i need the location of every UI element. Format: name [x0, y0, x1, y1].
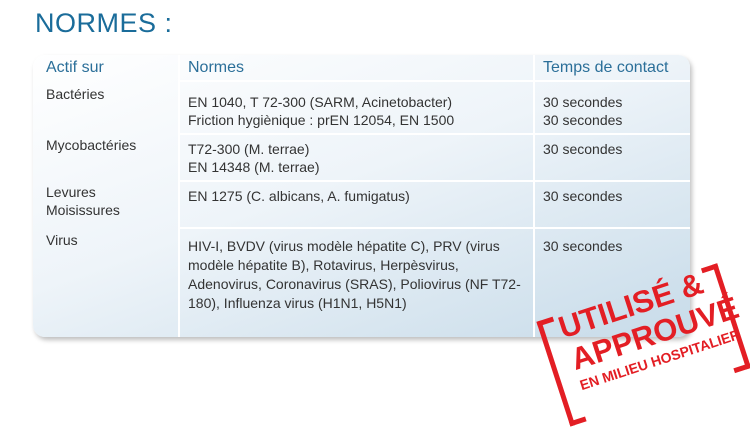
norme-line: EN 14348 (M. terrae) — [188, 159, 320, 175]
actif-cell: Levures Moisissures — [46, 184, 120, 218]
header-normes: Normes — [188, 59, 245, 76]
actif-cell: Bactéries — [46, 86, 105, 102]
norme-line: T72-300 (M. terrae) — [188, 141, 310, 157]
temps-line: 30 secondes — [543, 112, 623, 128]
row-divider — [180, 80, 690, 82]
actif-cell: Mycobactéries — [46, 137, 137, 153]
temps-cell: 30 secondes — [543, 188, 623, 204]
page-title: NORMES : — [35, 8, 173, 38]
temps-cell: 30 secondes — [543, 238, 623, 254]
normes-cell: EN 1275 (C. albicans, A. fumigatus) — [188, 188, 410, 204]
temps-line: 30 secondes — [543, 94, 623, 110]
normes-cell: EN 1040, T 72-300 (SARM, Acinetobacter) … — [180, 90, 533, 132]
header-actif: Actif sur — [46, 59, 104, 76]
temps-cell: 30 secondes 30 secondes — [535, 90, 690, 132]
row-divider — [180, 227, 690, 229]
row-divider — [180, 180, 690, 182]
norme-line: EN 1040, T 72-300 (SARM, Acinetobacter) — [188, 94, 453, 110]
header-temps: Temps de contact — [543, 59, 669, 76]
actif-cell: Virus — [46, 232, 78, 248]
column-divider — [178, 55, 180, 337]
normes-table: Actif sur Normes Temps de contact Bactér… — [33, 55, 690, 337]
normes-cell: T72-300 (M. terrae) EN 14348 (M. terrae) — [180, 137, 533, 179]
norme-line: Friction hygiènique : prEN 12054, EN 150… — [188, 112, 455, 128]
temps-cell: 30 secondes — [543, 141, 623, 157]
row-divider — [180, 133, 690, 135]
normes-cell: HIV-I, BVDV (virus modèle hépatite C), P… — [188, 238, 521, 311]
column-divider — [533, 55, 535, 337]
